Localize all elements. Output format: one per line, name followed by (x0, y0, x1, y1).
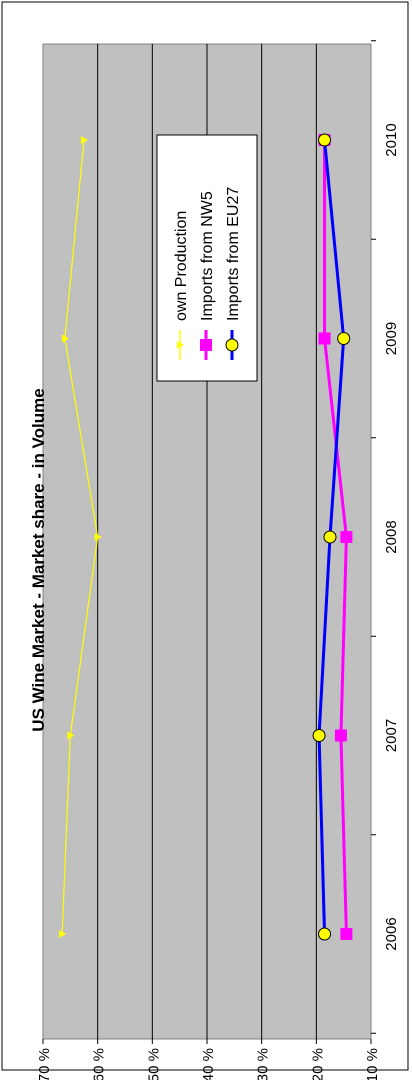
x-tick-label: 2006 (383, 917, 400, 950)
data-point-own-production (94, 533, 102, 541)
legend: own Production Imports from NW5 Imports … (156, 134, 258, 382)
y-tick-label: 60 % (91, 1048, 108, 1080)
y-tick-label: 10 % (364, 1048, 381, 1080)
data-point-own-production (67, 731, 75, 740)
grid-layer (97, 44, 317, 1039)
legend-label: Imports from NW5 (199, 191, 216, 321)
legend-label: Imports from EU27 (225, 187, 242, 321)
x-tick-label: 2008 (383, 520, 400, 553)
y-tick-label: 40 % (200, 1048, 217, 1080)
legend-swatch-marker (225, 338, 239, 352)
data-point-imports-from-eu27 (337, 332, 351, 345)
legend-swatch-marker (200, 339, 212, 351)
data-point-imports-from-nw5 (340, 531, 353, 543)
data-point-imports-from-eu27 (323, 530, 337, 544)
data-point-imports-from-nw5 (334, 729, 347, 742)
axis-layer: 10 % 20 % 30 % 40 % 50 % 60 % 70 % 2006 2007 2008… (36, 40, 400, 1080)
legend-item-imports-eu27: Imports from EU27 (225, 187, 242, 360)
data-point-imports-from-eu27 (318, 927, 332, 941)
y-tick-label: 70 % (36, 1048, 53, 1080)
x-tick-label: 2007 (383, 719, 400, 752)
series-layer (59, 133, 353, 941)
data-point-imports-from-nw5 (340, 928, 353, 940)
legend-item-imports-nw5: Imports from NW5 (199, 191, 216, 360)
data-point-imports-from-eu27 (318, 133, 332, 147)
legend-item-own-production: own Production (173, 211, 190, 360)
x-tick-label: 2010 (383, 123, 400, 156)
data-point-imports-from-eu27 (312, 729, 326, 742)
data-point-own-production (81, 136, 88, 144)
x-tick-label: 2009 (383, 322, 400, 355)
y-tick-label: 20 % (309, 1048, 326, 1080)
data-point-own-production (59, 930, 67, 938)
chart-title: US Wine Market - Market share - in Volum… (29, 388, 48, 731)
legend-swatch-marker (177, 341, 184, 349)
y-tick-label: 50 % (145, 1048, 162, 1080)
legend-label: own Production (173, 211, 190, 321)
data-point-own-production (61, 334, 69, 343)
data-point-imports-from-nw5 (318, 332, 331, 345)
y-tick-label: 30 % (255, 1048, 272, 1080)
